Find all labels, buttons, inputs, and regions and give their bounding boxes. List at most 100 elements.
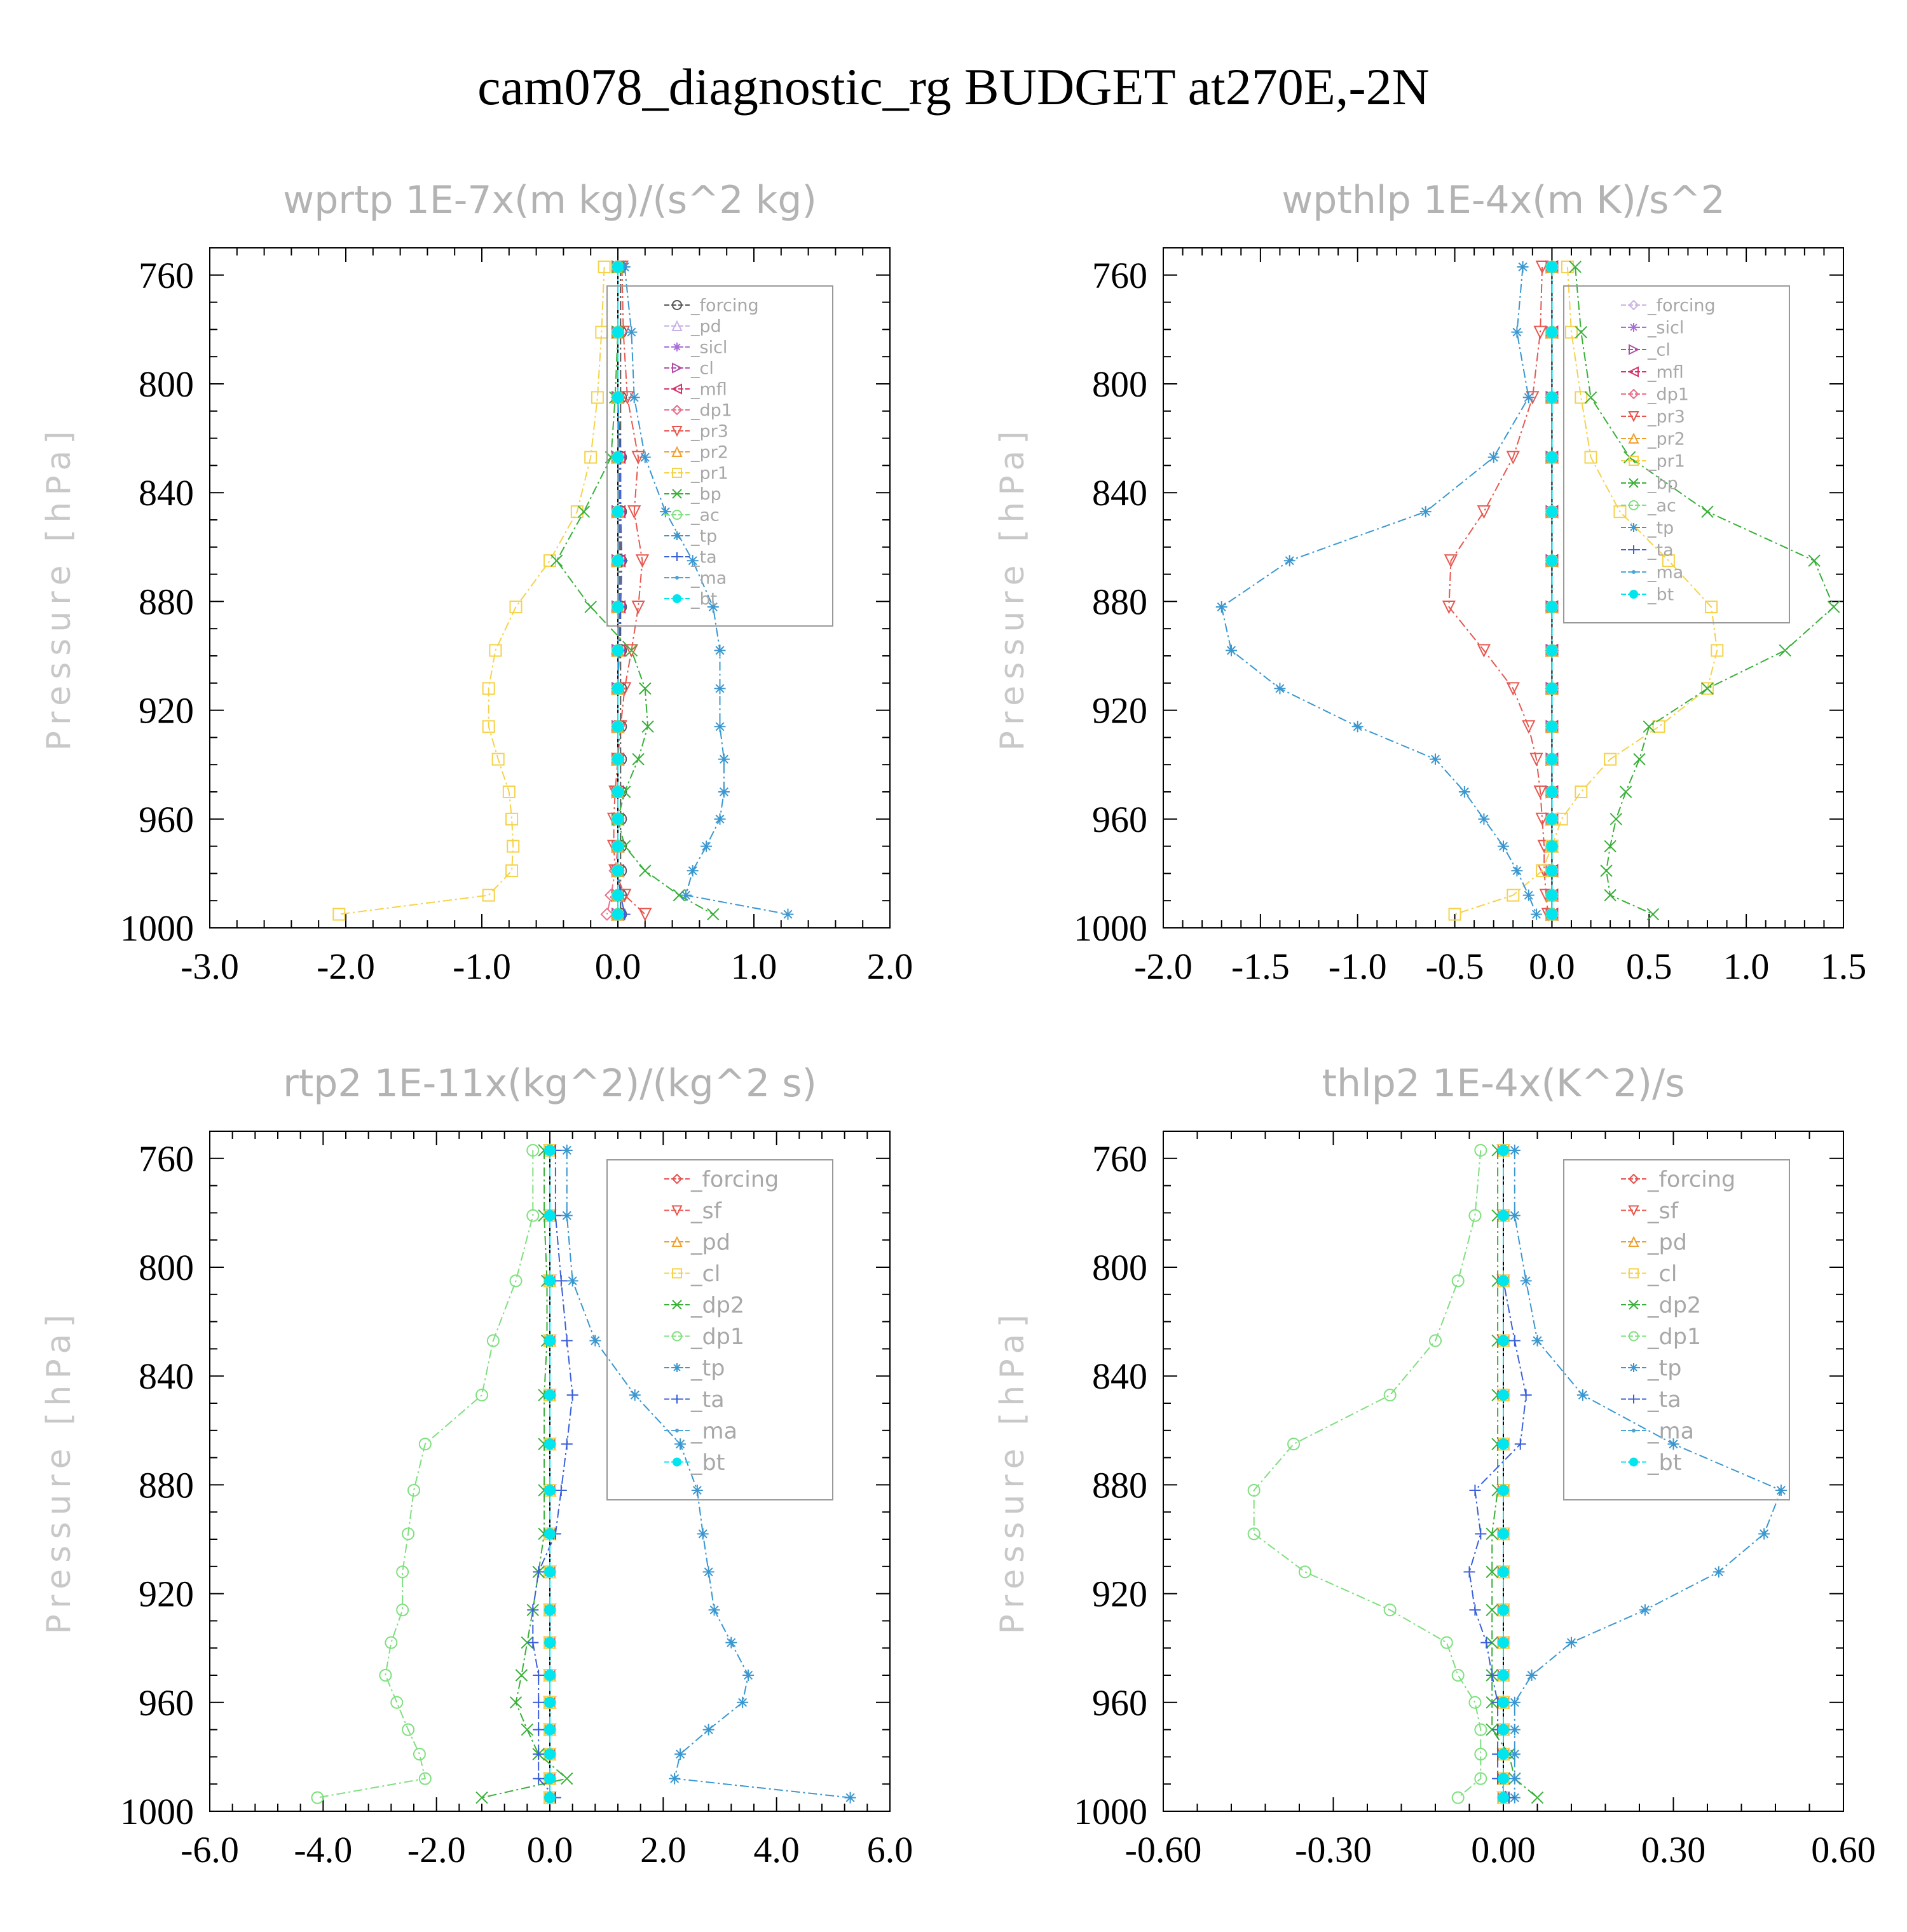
x-tick-label: 0.5: [1626, 946, 1672, 987]
data-point: [544, 1209, 556, 1221]
data-point: [1477, 505, 1491, 519]
legend-label: _pd: [1647, 1230, 1687, 1255]
plot-frame: [1163, 247, 1844, 929]
data-point: [1274, 683, 1286, 695]
data-point: [628, 391, 640, 404]
data-point: [1546, 721, 1558, 733]
data-point: [1498, 1484, 1509, 1496]
data-point: [612, 683, 624, 695]
data-point: [1646, 908, 1660, 921]
data-point: [612, 840, 624, 852]
legend-label: _bp: [1647, 473, 1678, 493]
legend-box: [606, 285, 833, 627]
legend-item: _bt: [664, 1450, 725, 1476]
series-line: [613, 266, 646, 915]
data-point: [1444, 554, 1458, 568]
data-point: [584, 451, 598, 464]
data-point: [680, 889, 692, 901]
data-point: [612, 865, 624, 877]
data-point: [1478, 813, 1490, 825]
series-line: [339, 266, 605, 915]
data-point: [561, 1209, 573, 1221]
data-point: [1498, 1438, 1509, 1450]
y-tick-label: 840: [1092, 1356, 1147, 1397]
data-point: [1520, 1275, 1532, 1287]
legend-label: _sf: [1647, 1199, 1679, 1224]
data-point: [1247, 1527, 1261, 1541]
legend-marker: [1627, 366, 1639, 378]
data-point: [1546, 840, 1558, 852]
data-point: [612, 786, 624, 798]
data-point: [1498, 1604, 1509, 1616]
data-point: [1520, 1389, 1532, 1401]
legend-marker: [672, 468, 682, 478]
legend-label: _ta: [1647, 540, 1674, 560]
legend-label: _forcing: [690, 1167, 779, 1192]
legend-marker: [672, 1331, 682, 1342]
legend-marker: [1629, 1268, 1639, 1279]
data-point: [566, 1389, 578, 1401]
y-axis-label: Pressure [hPa]: [40, 1309, 78, 1635]
series-line: [317, 1150, 534, 1799]
legend-marker: [672, 362, 683, 374]
legend-item: _dp1: [1621, 1324, 1701, 1350]
legend-label: _pr2: [690, 442, 728, 462]
data-point: [1448, 908, 1461, 921]
data-point: [1517, 261, 1529, 273]
data-point: [1546, 865, 1558, 877]
data-point: [486, 1334, 500, 1347]
y-tick-label: 920: [139, 1574, 194, 1615]
legend-marker: [671, 404, 683, 416]
legend-item: _ac: [1621, 496, 1676, 515]
data-point: [1458, 786, 1470, 798]
legend-marker: [1628, 388, 1639, 400]
legend-item: _pd: [664, 1230, 730, 1255]
x-tick-label: 6.0: [867, 1829, 913, 1870]
legend: _forcing_pd_sicl_cl_mfl_dp1_pr3_pr2_pr1_…: [606, 285, 833, 627]
data-point: [612, 391, 624, 404]
data-point: [1498, 1528, 1509, 1540]
series-line: [1220, 266, 1537, 915]
legend-item: _cl: [664, 358, 714, 378]
legend-label: _ta: [1647, 1387, 1681, 1413]
legend-label: _tp: [690, 526, 717, 546]
data-point: [1463, 1566, 1475, 1578]
series-tp: [561, 1144, 856, 1804]
data-point: [1477, 644, 1491, 658]
data-point: [1508, 1144, 1521, 1156]
data-point: [1247, 1483, 1261, 1497]
legend-marker: [1629, 1331, 1639, 1342]
data-point: [1712, 1566, 1725, 1578]
x-tick-label: -2.0: [1134, 946, 1193, 987]
data-point: [687, 865, 699, 877]
data-point: [1498, 1209, 1509, 1221]
data-point: [1531, 1791, 1544, 1804]
data-point: [1486, 1527, 1498, 1541]
legend-label: _bt: [690, 589, 717, 609]
series-line: [1575, 266, 1835, 915]
data-point: [1508, 1209, 1521, 1221]
legend-item: _ta: [1621, 540, 1674, 560]
legend-label: _sicl: [1647, 318, 1684, 337]
data-point: [1600, 864, 1613, 877]
data-point: [1480, 1636, 1493, 1649]
data-point: [1701, 505, 1714, 518]
data-point: [1667, 1438, 1679, 1450]
x-tick-label: 4.0: [753, 1829, 800, 1870]
data-point: [612, 889, 624, 901]
data-point: [550, 554, 563, 567]
legend-item: _mfl: [1621, 362, 1684, 382]
legend-label: _tp: [690, 1356, 725, 1381]
data-point: [491, 752, 505, 766]
data-point: [1508, 1724, 1521, 1736]
data-point: [1475, 1528, 1487, 1540]
data-point: [544, 1670, 556, 1681]
legend-item: _tp: [664, 1356, 725, 1381]
legend-item: _tp: [1621, 1356, 1681, 1381]
data-point: [638, 908, 652, 922]
data-point: [782, 908, 794, 920]
data-point: [625, 644, 638, 657]
data-point: [1604, 752, 1617, 766]
legend-label: _cl: [1647, 340, 1671, 360]
panel-wprtp: wprtp 1E-7x(m kg)/(s^2 kg) Pressure [hPa]…: [40, 178, 913, 987]
